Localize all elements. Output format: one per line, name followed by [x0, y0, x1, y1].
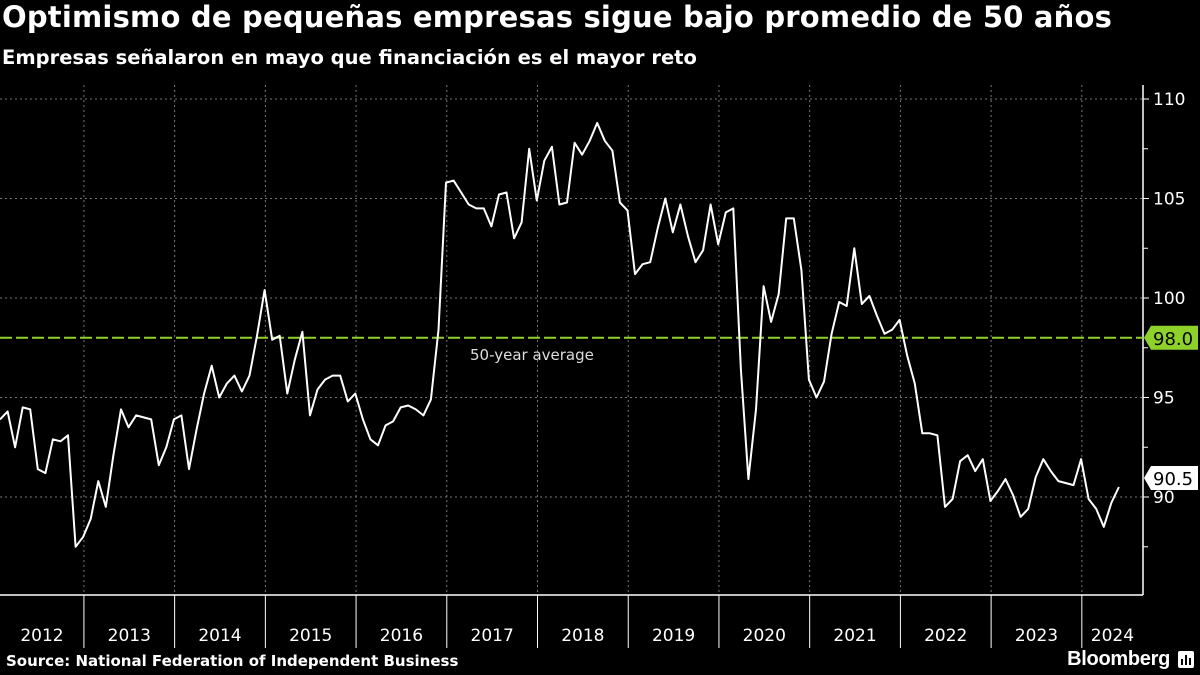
y-tick-label: 90 [1153, 488, 1175, 508]
x-tick-label: 2015 [289, 626, 332, 646]
x-tick-label: 2024 [1091, 626, 1134, 646]
x-tick-label: 2017 [471, 626, 514, 646]
y-tick-label: 110 [1153, 90, 1185, 110]
x-tick-label: 2018 [561, 626, 604, 646]
bloomberg-logo: Bloomberg [1067, 648, 1170, 670]
x-tick-label: 2022 [924, 626, 967, 646]
chart-title: Optimismo de pequeñas empresas sigue baj… [2, 0, 1113, 34]
y-tick-label: 100 [1153, 289, 1185, 309]
y-tick-label: 105 [1153, 190, 1185, 210]
y-tick-label: 95 [1153, 389, 1175, 409]
x-tick-label: 2016 [380, 626, 423, 646]
average-badge-label: 98.0 [1153, 329, 1193, 350]
last-value-label: 90.5 [1153, 469, 1193, 490]
x-tick-label: 2012 [20, 626, 63, 646]
average-badge [1144, 325, 1198, 350]
average-label: 50-year average [470, 346, 594, 364]
chart-subtitle: Empresas señalaron en mayo que financiac… [2, 46, 697, 69]
source-note: Source: National Federation of Independe… [6, 652, 459, 670]
x-tick-label: 2023 [1015, 626, 1058, 646]
bloomberg-chart-icon [1178, 651, 1194, 668]
x-tick-label: 2014 [198, 626, 241, 646]
x-tick-label: 2013 [108, 626, 151, 646]
x-tick-label: 2020 [743, 626, 786, 646]
series-line [0, 121, 1120, 548]
x-tick-label: 2021 [833, 626, 876, 646]
last-value-badge [1144, 466, 1198, 491]
x-tick-label: 2019 [652, 626, 695, 646]
